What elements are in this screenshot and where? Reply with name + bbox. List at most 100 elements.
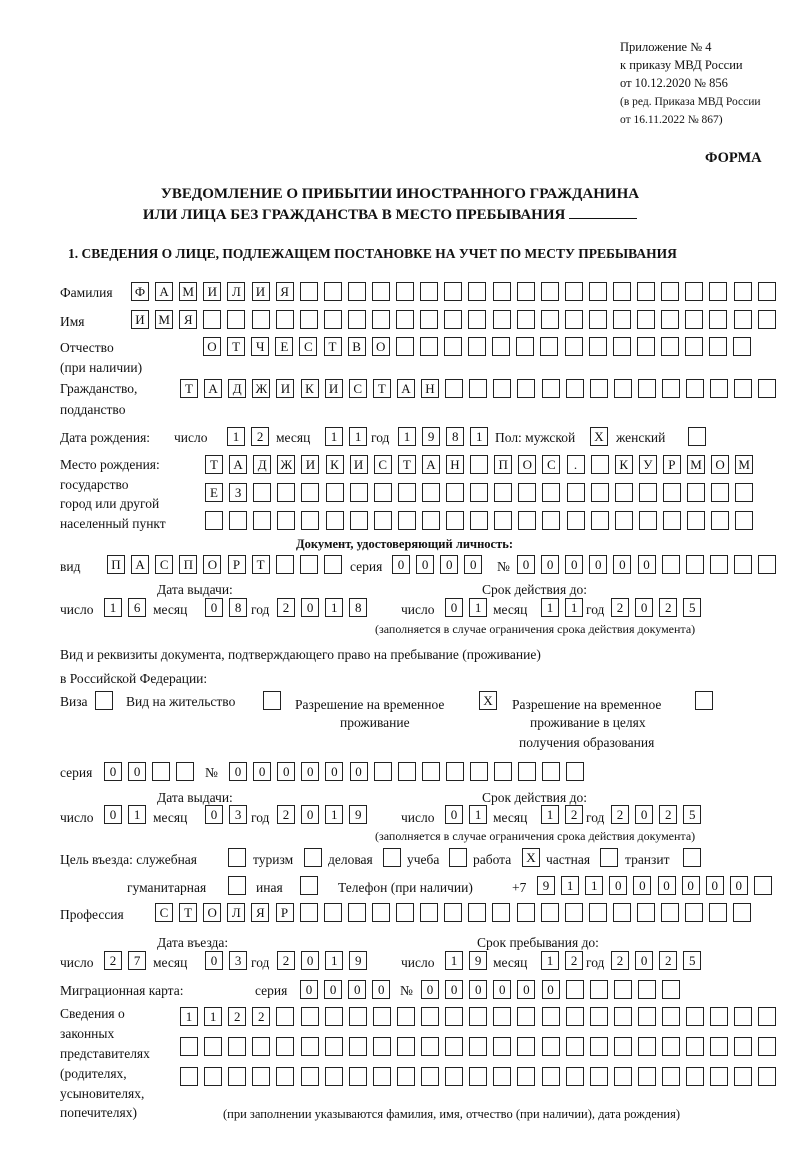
char-box[interactable]: [395, 337, 414, 356]
char-box[interactable]: И: [203, 282, 222, 301]
char-box[interactable]: [565, 1007, 584, 1026]
char-box[interactable]: [589, 379, 608, 398]
char-box[interactable]: Т: [179, 903, 198, 922]
char-box[interactable]: О: [203, 337, 221, 356]
char-box[interactable]: [711, 511, 730, 530]
char-box[interactable]: [516, 282, 535, 301]
char-box[interactable]: Т: [205, 455, 223, 474]
char-box[interactable]: А: [396, 379, 415, 398]
char-box[interactable]: [468, 337, 487, 356]
char-box[interactable]: Н: [446, 455, 464, 474]
char-box[interactable]: 0: [541, 555, 560, 574]
char-box[interactable]: 2: [277, 951, 295, 970]
char-box[interactable]: [176, 762, 195, 781]
char-box[interactable]: [660, 337, 679, 356]
char-box[interactable]: [323, 282, 342, 301]
char-box[interactable]: 1: [104, 598, 122, 617]
char-box[interactable]: 0: [635, 951, 654, 970]
char-box[interactable]: [301, 483, 320, 502]
char-box[interactable]: [589, 1037, 608, 1056]
char-box[interactable]: [600, 848, 618, 867]
char-box[interactable]: [637, 282, 656, 301]
char-box[interactable]: [757, 310, 776, 329]
char-box[interactable]: [589, 980, 608, 999]
char-box[interactable]: И: [276, 379, 295, 398]
char-box[interactable]: 9: [349, 805, 368, 824]
char-box[interactable]: [251, 310, 270, 329]
char-box[interactable]: [253, 511, 272, 530]
char-box[interactable]: [371, 903, 390, 922]
char-box[interactable]: [686, 1067, 705, 1086]
char-box[interactable]: [204, 1037, 223, 1056]
char-box[interactable]: 2: [565, 951, 584, 970]
char-box[interactable]: [203, 310, 222, 329]
char-box[interactable]: И: [349, 455, 368, 474]
checkbox-purpose-study[interactable]: [449, 848, 467, 867]
char-box[interactable]: [299, 310, 318, 329]
char-box[interactable]: [637, 1037, 656, 1056]
char-box[interactable]: [564, 310, 583, 329]
char-box[interactable]: [324, 1037, 343, 1056]
char-box[interactable]: Ф: [131, 282, 149, 301]
char-box[interactable]: [449, 848, 467, 867]
char-box[interactable]: 2: [565, 805, 584, 824]
char-box[interactable]: [470, 511, 489, 530]
char-box[interactable]: [470, 762, 488, 781]
char-box[interactable]: Е: [275, 337, 294, 356]
char-box[interactable]: [325, 483, 344, 502]
char-box[interactable]: [687, 511, 705, 530]
char-box[interactable]: А: [204, 379, 223, 398]
checkbox-purpose-other[interactable]: [300, 876, 318, 895]
char-box[interactable]: [662, 483, 681, 502]
char-box[interactable]: [493, 1067, 512, 1086]
char-box[interactable]: Р: [662, 455, 681, 474]
char-box[interactable]: [662, 1037, 680, 1056]
char-box[interactable]: 2: [611, 805, 629, 824]
char-box[interactable]: 0: [445, 598, 463, 617]
char-box[interactable]: [661, 903, 680, 922]
char-box[interactable]: 0: [392, 555, 410, 574]
char-box[interactable]: [612, 337, 631, 356]
char-boxes-reps-row2[interactable]: [180, 1037, 777, 1056]
char-box[interactable]: [300, 1037, 319, 1056]
char-box[interactable]: 3: [229, 805, 248, 824]
char-box[interactable]: [733, 555, 752, 574]
char-box[interactable]: [662, 980, 680, 999]
char-box[interactable]: 7: [128, 951, 147, 970]
char-box[interactable]: [540, 282, 559, 301]
char-box[interactable]: [445, 1007, 464, 1026]
char-box[interactable]: 3: [229, 951, 248, 970]
char-box[interactable]: О: [371, 337, 390, 356]
char-box[interactable]: [637, 1007, 656, 1026]
char-box[interactable]: [277, 511, 296, 530]
char-box[interactable]: [757, 282, 776, 301]
char-box[interactable]: [709, 903, 728, 922]
char-box[interactable]: [613, 310, 631, 329]
checkbox-sex-male[interactable]: X: [590, 427, 608, 446]
char-box[interactable]: Р: [227, 555, 246, 574]
char-box[interactable]: [421, 483, 440, 502]
char-box[interactable]: [638, 483, 657, 502]
char-box[interactable]: С: [373, 455, 392, 474]
char-box[interactable]: X: [522, 848, 540, 867]
char-box[interactable]: 0: [635, 805, 654, 824]
char-box[interactable]: 1: [325, 951, 344, 970]
checkbox-purpose-work[interactable]: X: [522, 848, 540, 867]
char-box[interactable]: [758, 1067, 777, 1086]
char-box[interactable]: Я: [179, 310, 198, 329]
char-box[interactable]: [347, 310, 366, 329]
char-box[interactable]: [518, 483, 537, 502]
char-box[interactable]: С: [542, 455, 561, 474]
char-box[interactable]: 0: [464, 555, 483, 574]
char-box[interactable]: 1: [325, 427, 343, 446]
char-box[interactable]: [349, 483, 368, 502]
char-box[interactable]: [227, 310, 246, 329]
